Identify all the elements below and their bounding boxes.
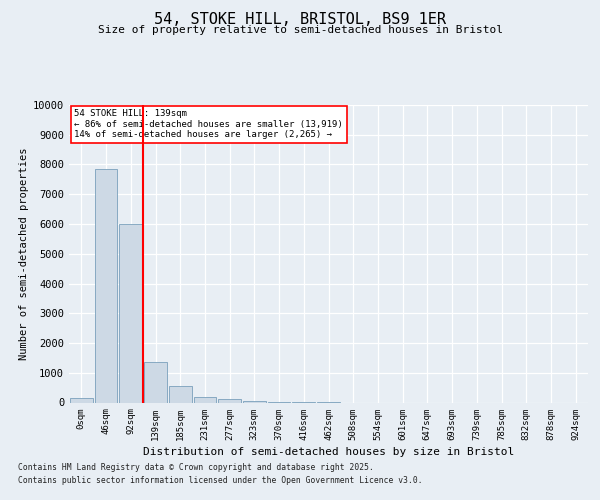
- Text: Size of property relative to semi-detached houses in Bristol: Size of property relative to semi-detach…: [97, 25, 503, 35]
- Bar: [218, 399, 241, 402]
- Text: Contains HM Land Registry data © Crown copyright and database right 2025.: Contains HM Land Registry data © Crown c…: [18, 464, 374, 472]
- Text: 54, STOKE HILL, BRISTOL, BS9 1ER: 54, STOKE HILL, BRISTOL, BS9 1ER: [154, 12, 446, 28]
- Bar: [169, 386, 191, 402]
- Bar: [70, 398, 93, 402]
- Bar: [119, 224, 142, 402]
- X-axis label: Distribution of semi-detached houses by size in Bristol: Distribution of semi-detached houses by …: [143, 446, 514, 456]
- Y-axis label: Number of semi-detached properties: Number of semi-detached properties: [19, 148, 29, 360]
- Bar: [144, 362, 167, 403]
- Bar: [243, 401, 266, 402]
- Bar: [95, 169, 118, 402]
- Text: Contains public sector information licensed under the Open Government Licence v3: Contains public sector information licen…: [18, 476, 422, 485]
- Text: 54 STOKE HILL: 139sqm
← 86% of semi-detached houses are smaller (13,919)
14% of : 54 STOKE HILL: 139sqm ← 86% of semi-deta…: [74, 110, 343, 140]
- Bar: [194, 396, 216, 402]
